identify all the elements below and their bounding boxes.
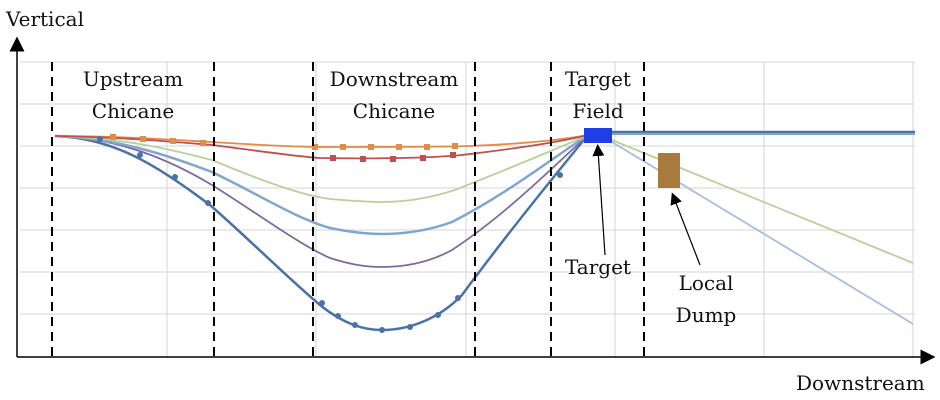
trajectory-blue-light	[54, 133, 589, 236]
dump-beam-green	[611, 139, 914, 264]
region-label-target-line1: Target	[565, 67, 631, 91]
marker	[420, 155, 426, 161]
region-label-downstream-line1: Downstream	[330, 67, 459, 91]
trajectory-orange	[54, 134, 589, 148]
marker	[450, 152, 456, 158]
marker	[110, 134, 116, 140]
marker	[352, 322, 358, 328]
marker	[407, 324, 413, 330]
marker	[200, 140, 206, 146]
axes	[9, 36, 936, 365]
x-axis-label: Downstream	[796, 371, 925, 395]
local-dump-block	[658, 153, 680, 188]
y-axis-label: Vertical	[5, 7, 84, 31]
marker	[97, 136, 103, 142]
dump-beam-blue	[611, 141, 914, 325]
grid	[20, 61, 915, 357]
trajectory-markers	[97, 134, 563, 333]
trajectories	[54, 130, 915, 333]
marker	[330, 155, 336, 161]
trajectory-green	[54, 134, 589, 203]
region-label-downstream-line2: Chicane	[353, 99, 435, 123]
marker	[452, 143, 458, 149]
marker	[557, 172, 563, 178]
trajectory-purple	[54, 134, 589, 268]
marker	[360, 156, 366, 162]
marker	[368, 144, 374, 150]
marker	[140, 136, 146, 142]
marker	[170, 138, 176, 144]
region-label-target-line2: Field	[572, 99, 624, 123]
region-boundaries	[51, 62, 645, 357]
trajectory-blue-dark	[54, 134, 589, 332]
target-annotation: Target	[565, 255, 631, 279]
region-label-upstream-line1: Upstream	[83, 67, 183, 91]
marker	[319, 300, 325, 306]
marker	[424, 144, 430, 150]
marker	[205, 200, 211, 206]
marker	[390, 156, 396, 162]
dump-arrow	[670, 192, 701, 266]
marker	[137, 152, 143, 158]
target-block	[584, 128, 612, 143]
marker	[335, 313, 341, 319]
dump-annotation-line1: Local	[679, 271, 734, 295]
trajectory-red	[54, 134, 589, 160]
marker	[455, 295, 461, 301]
marker	[396, 144, 402, 150]
marker	[312, 144, 318, 150]
marker	[435, 312, 441, 318]
marker	[340, 144, 346, 150]
marker	[379, 327, 385, 333]
dump-annotation-line2: Dump	[676, 303, 737, 327]
marker	[172, 174, 178, 180]
target-arrow	[592, 144, 606, 256]
region-label-upstream-line2: Chicane	[92, 99, 174, 123]
